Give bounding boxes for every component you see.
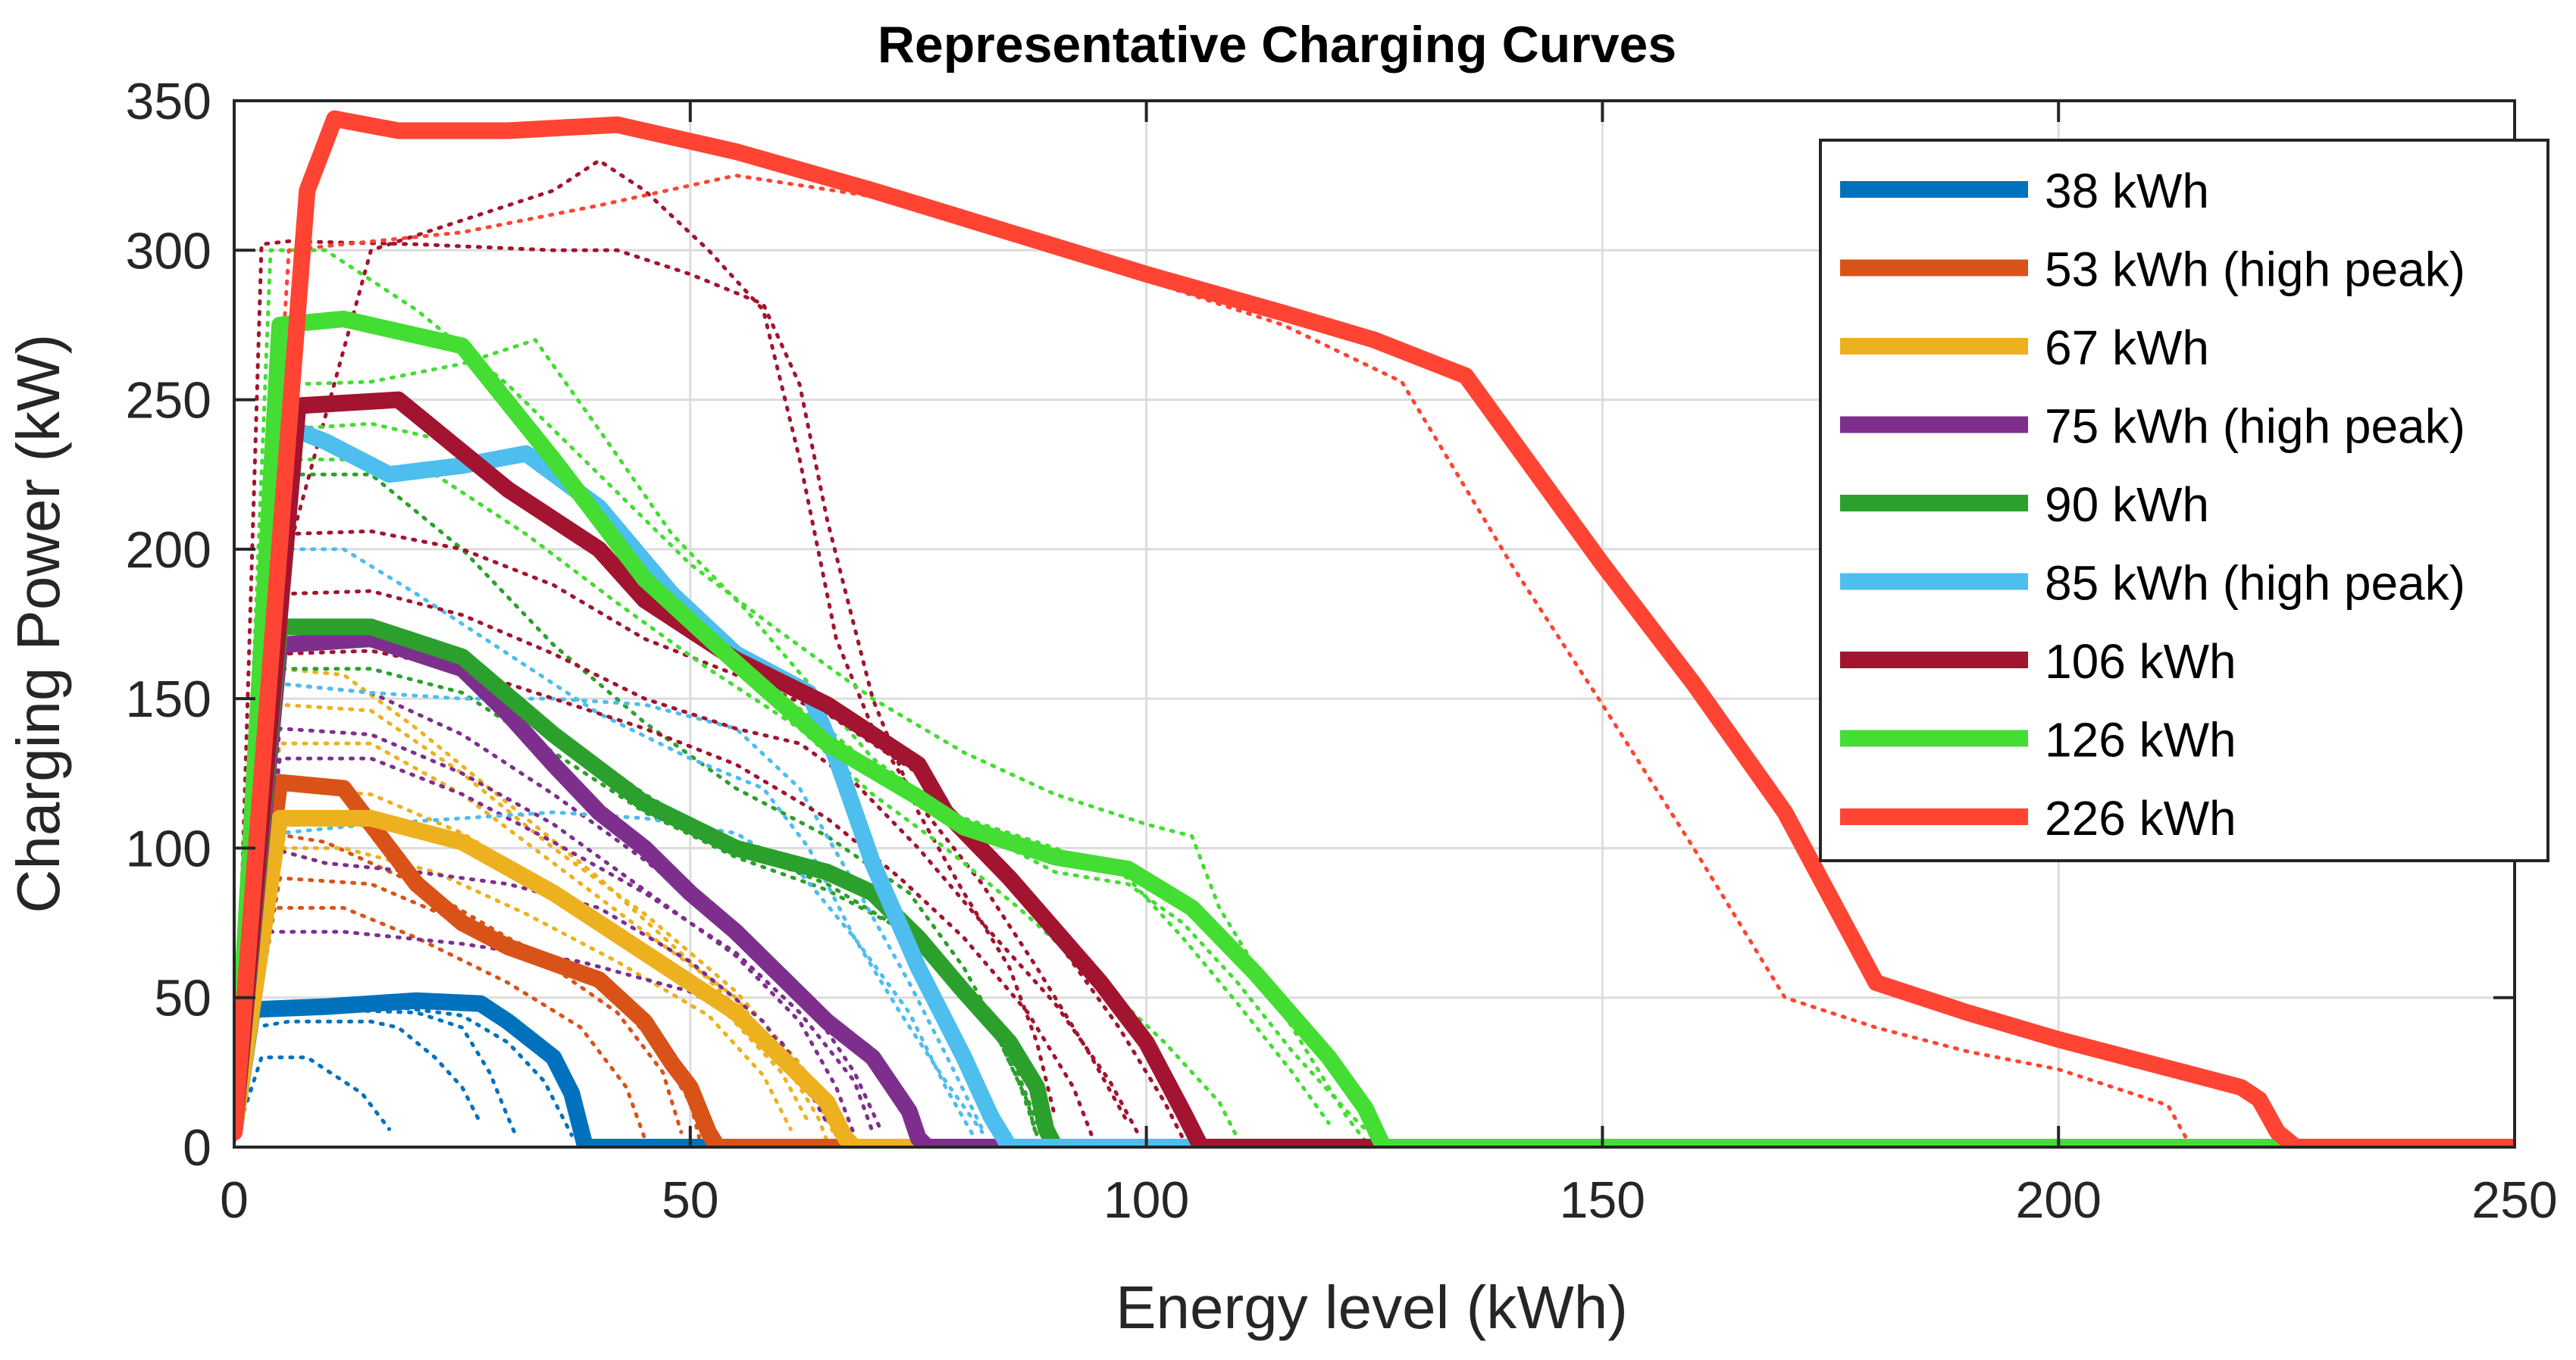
curve-38-kwh (234, 992, 2515, 1147)
y-tick-label-150: 150 (126, 671, 211, 728)
chart-title: Representative Charging Curves (878, 16, 1676, 73)
representative-curves (234, 110, 2515, 1147)
curve-75-kwh-high-peak (234, 630, 2515, 1147)
dotted-curve-21 (234, 547, 984, 1143)
x-tick-label-50: 50 (662, 1171, 719, 1229)
y-tick-label-350: 350 (126, 73, 211, 130)
dotted-curve-28 (234, 649, 1094, 1143)
legend-label-90-kwh: 90 kWh (2045, 477, 2209, 532)
legend-label-226-kwh: 226 kWh (2045, 791, 2236, 846)
x-tick-label-200: 200 (2015, 1171, 2101, 1229)
legend-label-38-kwh: 38 kWh (2045, 164, 2209, 218)
y-tick-label-200: 200 (126, 521, 211, 579)
y-tick-label-250: 250 (126, 372, 211, 430)
legend-label-85-kwh-high-peak: 85 kWh (high peak) (2045, 556, 2465, 611)
dotted-curve-9 (234, 702, 838, 1143)
dotted-curve-19 (234, 472, 1039, 1143)
dotted-curve-15 (234, 727, 856, 1143)
dotted-curve-10 (234, 741, 829, 1143)
legend-label-126-kwh: 126 kWh (2045, 713, 2236, 768)
dotted-curve-27 (234, 158, 1130, 1143)
axis-ticks: 0 50 100 150 200 250 0 50 100 150 200 250 300 350 (126, 73, 2558, 1229)
x-axis-label: Energy level (kWh) (1116, 1274, 1628, 1341)
legend: 38 kWh 53 kWh (high peak) 67 kWh 75 kWh (hi… (1819, 139, 2549, 862)
dotted-curve-22 (234, 681, 984, 1143)
curve-90-kwh (234, 618, 2515, 1147)
curve-53-kwh-high-peak (234, 774, 2515, 1147)
curve-126-kwh (234, 311, 2515, 1147)
x-tick-label-250: 250 (2471, 1171, 2557, 1229)
dotted-curve-26 (234, 589, 1140, 1143)
legend-label-75-kwh-high-peak: 75 kWh (high peak) (2045, 399, 2465, 454)
x-tick-label-0: 0 (220, 1171, 249, 1229)
dotted-curve-14 (234, 681, 884, 1143)
legend-label-53-kwh-high-peak: 53 kWh (high peak) (2045, 242, 2465, 297)
x-tick-label-100: 100 (1103, 1171, 1189, 1229)
dotted-curve-3 (234, 1055, 392, 1143)
curve-67-kwh (234, 810, 2515, 1147)
y-tick-label-50: 50 (154, 970, 211, 1027)
dotted-curve-12 (234, 846, 793, 1143)
dotted-curve-11 (234, 786, 811, 1143)
dotted-curve-1 (234, 1019, 483, 1143)
dotted-curve-17 (234, 756, 875, 1143)
x-tick-label-150: 150 (1560, 1171, 1645, 1229)
y-tick-label-0: 0 (183, 1119, 211, 1177)
y-axis-label: Charging Power (kW) (5, 334, 72, 914)
curve-226-kwh (234, 110, 2515, 1147)
y-tick-label-300: 300 (126, 222, 211, 280)
dotted-curve-7 (234, 905, 647, 1143)
curve-106-kwh (234, 391, 2515, 1147)
legend-label-67-kwh: 67 kWh (2045, 320, 2209, 375)
legend-label-106-kwh: 106 kWh (2045, 634, 2236, 689)
y-tick-label-100: 100 (126, 820, 211, 877)
